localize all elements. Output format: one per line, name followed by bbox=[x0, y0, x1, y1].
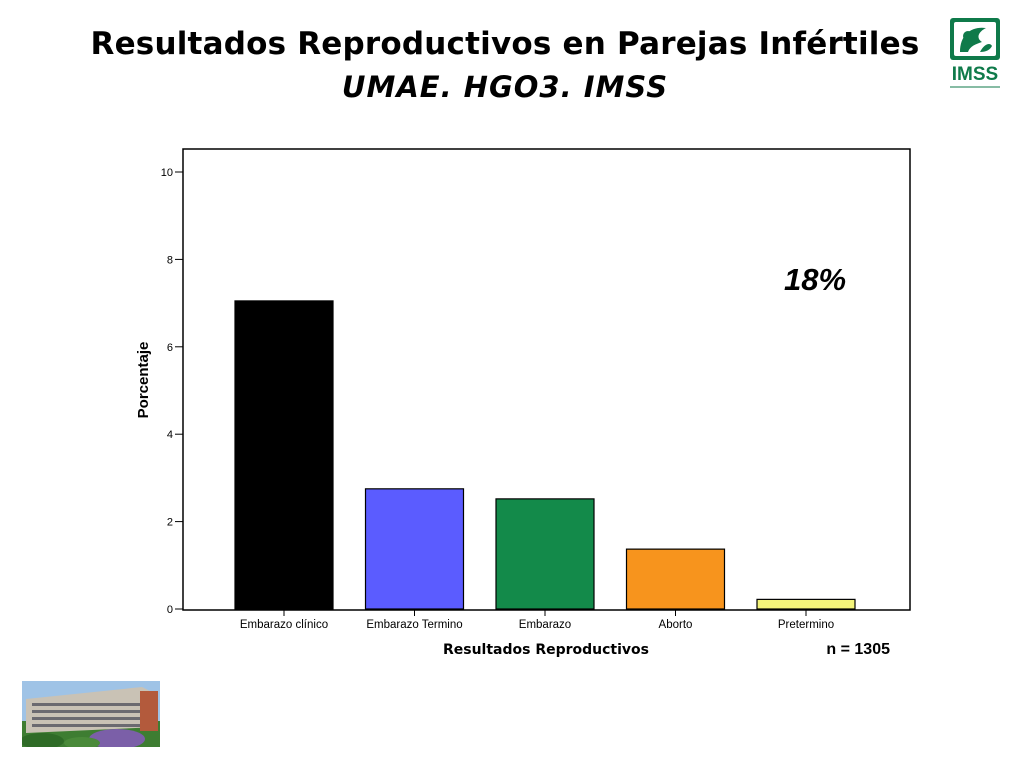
x-axis: Embarazo clínico Embarazo Termino Embarazo… bbox=[240, 610, 834, 631]
bar-1 bbox=[364, 488, 465, 610]
sample-size-label: n = 1305 bbox=[826, 641, 890, 658]
y-tick-label: 4 bbox=[167, 429, 173, 441]
bar-4 bbox=[756, 598, 856, 610]
bar-2 bbox=[495, 498, 595, 610]
y-tick-label: 2 bbox=[167, 517, 173, 529]
bar-3 bbox=[625, 548, 726, 610]
slide-title: Resultados Reproductivos en Parejas Infé… bbox=[90, 26, 920, 62]
x-tick-label: Embarazo bbox=[519, 619, 571, 631]
y-tick-label: 8 bbox=[167, 254, 173, 266]
x-axis-label: Resultados Reproductivos bbox=[443, 642, 649, 658]
x-tick-label: Embarazo clínico bbox=[240, 619, 328, 631]
slide-subtitle: UMAE. HGO3. IMSS bbox=[341, 70, 669, 104]
y-tick-label: 0 bbox=[167, 604, 173, 616]
bar-0 bbox=[234, 300, 334, 610]
logo-text: IMSS bbox=[952, 64, 998, 85]
hospital-building-photo bbox=[22, 681, 160, 747]
x-tick-label: Pretermino bbox=[778, 619, 834, 631]
y-tick-label: 10 bbox=[161, 167, 173, 179]
imss-logo: IMSS bbox=[950, 18, 1000, 88]
bars bbox=[234, 300, 856, 610]
x-tick-label: Aborto bbox=[659, 619, 693, 631]
y-tick-label: 6 bbox=[167, 342, 173, 354]
y-axis-label: Porcentaje bbox=[135, 342, 152, 419]
y-axis: 0 2 4 6 8 10 bbox=[161, 167, 183, 616]
percentage-annotation: 18% bbox=[783, 262, 847, 297]
x-tick-label: Embarazo Termino bbox=[366, 619, 462, 631]
